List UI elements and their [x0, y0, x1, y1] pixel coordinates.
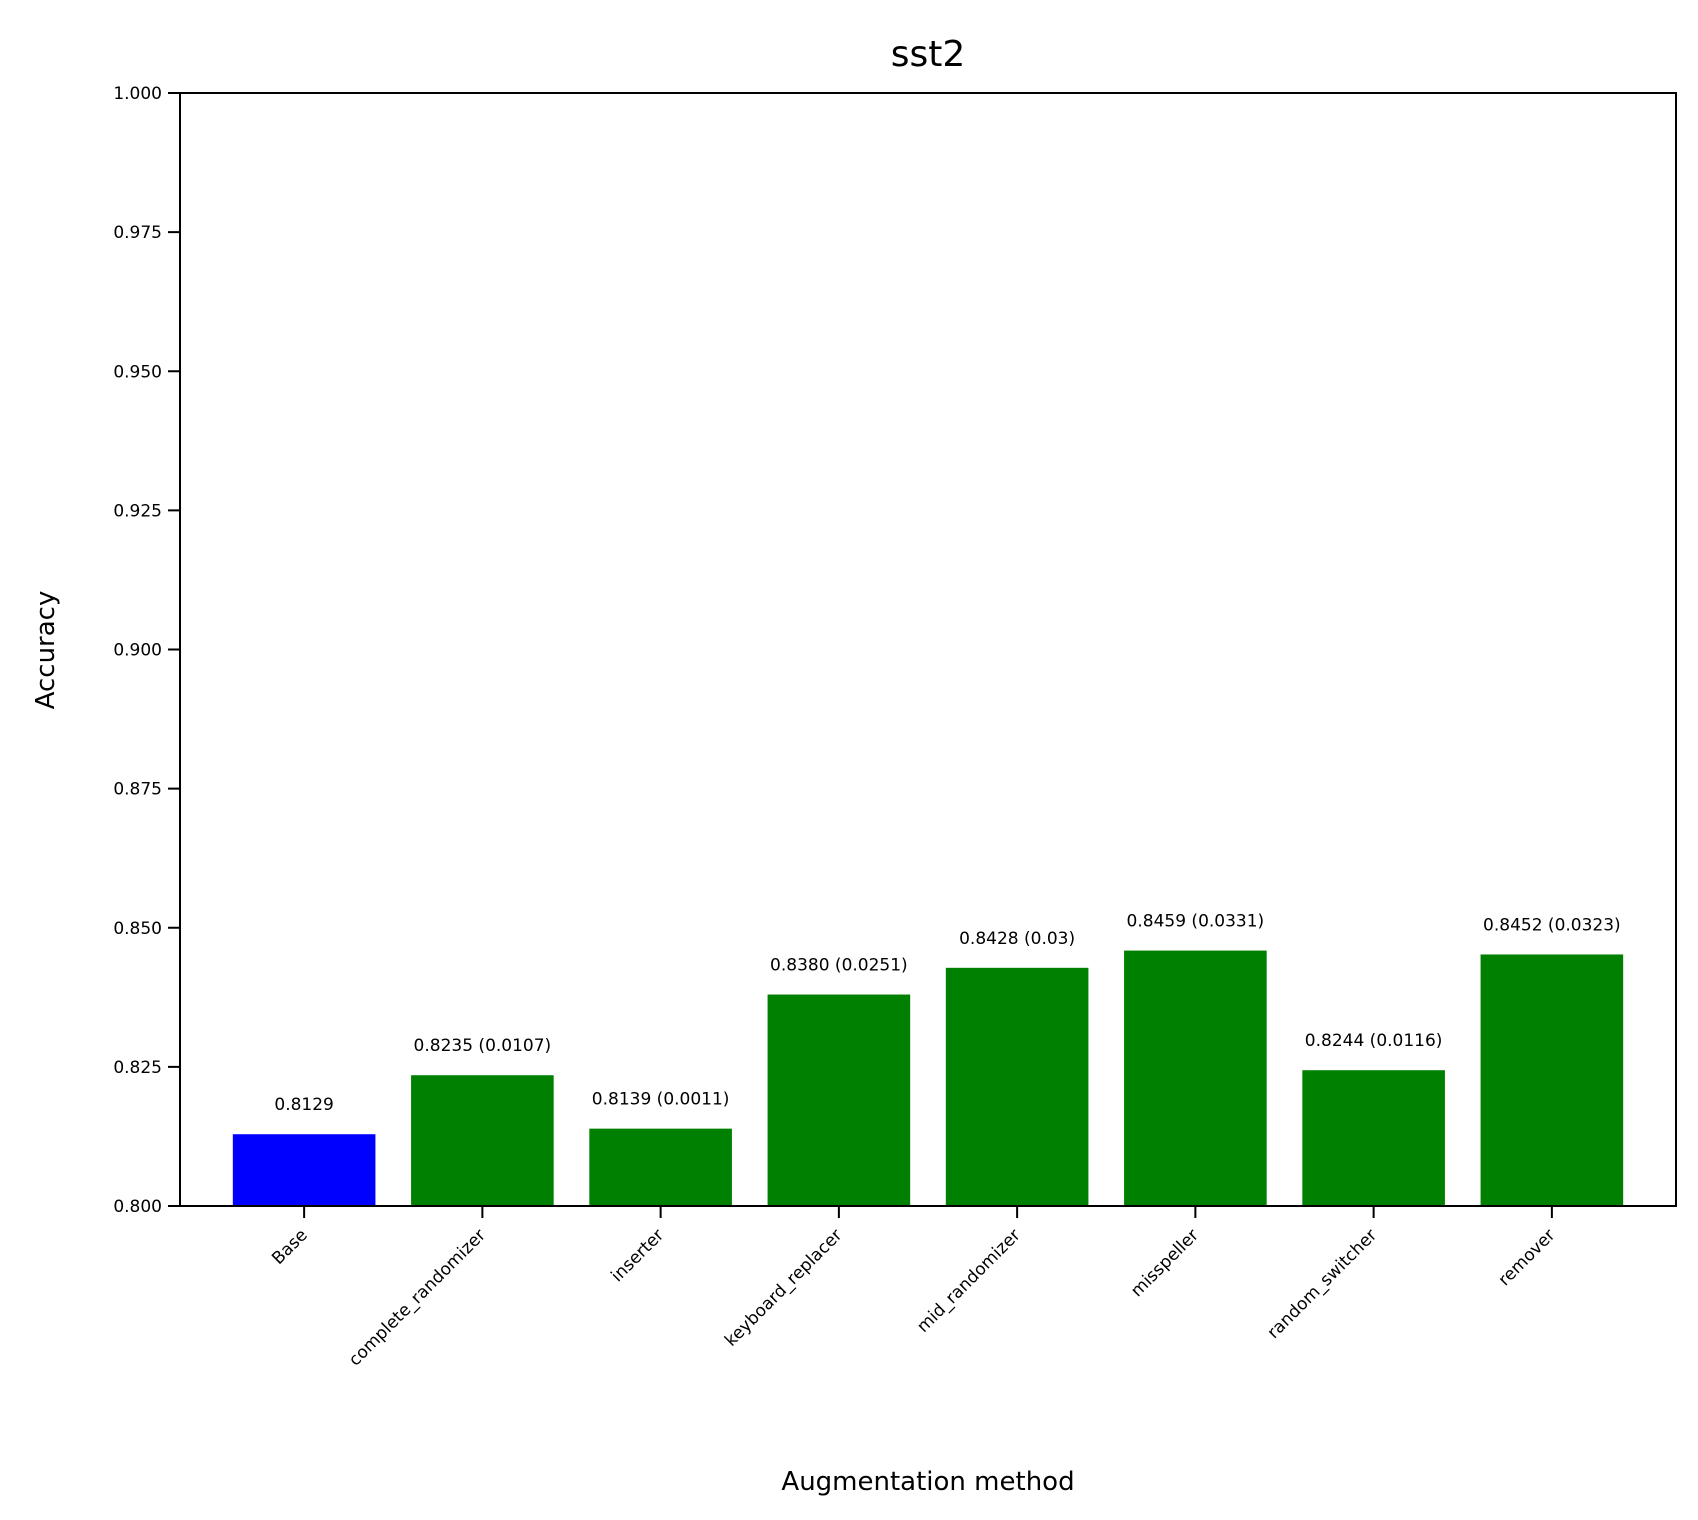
x-tick-label: remover: [1495, 1225, 1560, 1290]
bar: [945, 967, 1089, 1206]
bar: [589, 1128, 732, 1206]
y-axis: 0.800 0.825 0.850 0.875 0.900 0.925 0.950 0.975…: [113, 84, 180, 1217]
bar: [411, 1075, 554, 1206]
y-tick-label: 0.950: [113, 362, 162, 382]
x-axis-label: Augmentation method: [781, 1467, 1074, 1497]
x-tick-label: misspeller: [1127, 1225, 1203, 1301]
bar: [1124, 950, 1267, 1206]
y-tick-label: 0.900: [113, 641, 162, 661]
bar: [1480, 954, 1624, 1206]
x-tick-label: keyboard_replacer: [721, 1225, 846, 1350]
plot-frame: [179, 92, 1677, 1207]
y-tick-label: 0.800: [113, 1197, 162, 1217]
bar-value-label: 0.8459 (0.0331): [1127, 912, 1265, 932]
y-tick-label: 0.850: [113, 919, 162, 939]
y-tick-label: 0.925: [113, 501, 162, 521]
x-tick-label: inserter: [607, 1225, 668, 1286]
bar-value-label: 0.8428 (0.03): [959, 929, 1075, 949]
x-tick-label: Base: [268, 1225, 311, 1268]
bar-value-label: 0.8380 (0.0251): [770, 956, 908, 976]
bar-value-label: 0.8129: [274, 1095, 333, 1115]
bar-value-label: 0.8235 (0.0107): [414, 1036, 552, 1056]
y-tick-label: 0.875: [113, 780, 162, 800]
x-tick-label: random_switcher: [1264, 1225, 1381, 1342]
bar: [767, 994, 911, 1206]
y-tick-label: 1.000: [113, 84, 162, 104]
y-axis-label: Accuracy: [31, 591, 61, 710]
bar-value-label: 0.8244 (0.0116): [1305, 1031, 1443, 1051]
x-tick-label: complete_randomizer: [345, 1225, 490, 1370]
bar-value-label: 0.8139 (0.0011): [592, 1090, 730, 1110]
x-axis: Base complete_randomizer inserter keyboard_…: [268, 1206, 1559, 1370]
chart-title: sst2: [891, 34, 966, 75]
bar: [1302, 1070, 1445, 1206]
bar-value-labels: 0.8129 0.8235 (0.0107) 0.8139 (0.0011) 0.83…: [274, 912, 1620, 1116]
y-tick-label: 0.975: [113, 223, 162, 243]
bars: [232, 950, 1624, 1206]
y-tick-label: 0.825: [113, 1058, 162, 1078]
x-tick-label: mid_randomizer: [913, 1225, 1024, 1336]
bar-value-label: 0.8452 (0.0323): [1483, 915, 1621, 935]
bar: [232, 1134, 376, 1206]
